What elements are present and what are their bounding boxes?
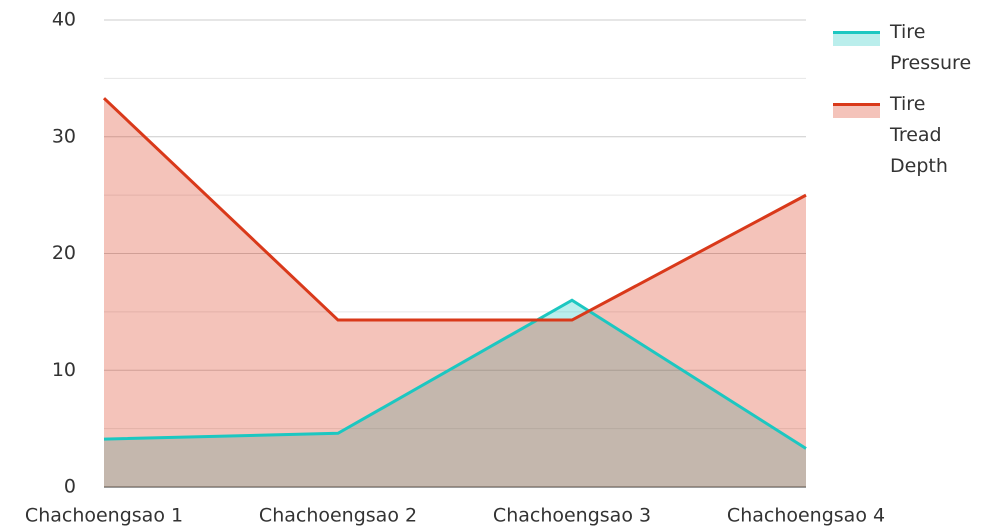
legend-label: Tire Tread Depth xyxy=(890,93,948,177)
legend-swatch xyxy=(833,17,880,49)
y-tick-label: 30 xyxy=(52,125,76,147)
y-tick-label: 0 xyxy=(64,476,76,498)
legend-label: Tire Pressure xyxy=(890,21,972,74)
legend-entry: Tire Tread Depth xyxy=(833,89,971,182)
x-tick-label: Chachoengsao 2 xyxy=(259,505,417,527)
x-tick-label: Chachoengsao 3 xyxy=(493,505,651,527)
line xyxy=(103,298,807,450)
legend: Tire Pressure Tire Tread Depth xyxy=(833,17,971,182)
area xyxy=(104,98,806,487)
y-tick-label: 40 xyxy=(52,9,76,31)
x-tick-label: Chachoengsao 4 xyxy=(727,505,885,527)
legend-entry: Tire Pressure xyxy=(833,17,971,79)
y-tick-label: 20 xyxy=(52,242,76,264)
legend-swatch xyxy=(833,89,880,121)
line xyxy=(102,97,807,322)
x-tick-label: Chachoengsao 1 xyxy=(25,505,183,527)
y-tick-label: 10 xyxy=(52,359,76,381)
area xyxy=(104,300,806,487)
